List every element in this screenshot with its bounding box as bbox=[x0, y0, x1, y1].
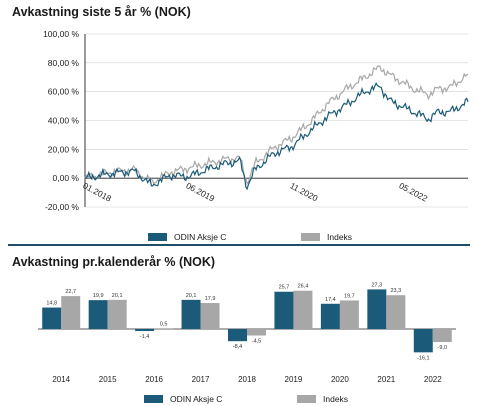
bar-index-2021 bbox=[386, 295, 406, 329]
data-label: 19,9 bbox=[93, 293, 104, 299]
bar-index-2019 bbox=[293, 290, 313, 329]
bar-index-2018 bbox=[247, 329, 266, 336]
legend-label-fund: ODIN Aksje C bbox=[174, 232, 227, 242]
data-label: -1,4 bbox=[140, 334, 149, 340]
data-label: 17,9 bbox=[205, 296, 216, 302]
legend-swatch-fund bbox=[148, 233, 167, 241]
data-label: 23,3 bbox=[390, 288, 401, 294]
y-tick-label: 0,00 % bbox=[53, 173, 80, 183]
bar-fund-2019 bbox=[274, 291, 294, 329]
y-tick-label: 20,00 % bbox=[48, 144, 80, 154]
data-label: 14,8 bbox=[46, 301, 57, 307]
x-category-label: 2015 bbox=[99, 375, 117, 384]
bar-index-2022 bbox=[432, 329, 452, 343]
data-label: -16,1 bbox=[417, 355, 430, 361]
chart1-title: Avkastning siste 5 år % (NOK) bbox=[12, 5, 191, 19]
series-line-fund bbox=[84, 82, 469, 191]
y-tick-label: 100,00 % bbox=[43, 29, 79, 39]
data-label: 20,1 bbox=[186, 293, 197, 299]
x-category-label: 2021 bbox=[377, 375, 395, 384]
bar-fund-2014 bbox=[42, 307, 62, 329]
data-label: 20,1 bbox=[112, 293, 123, 299]
legend2-item-fund: ODIN Aksje C bbox=[144, 394, 222, 404]
data-label: -9,0 bbox=[438, 345, 447, 351]
data-label: 25,7 bbox=[279, 285, 290, 291]
line-chart: 100,00 % 80,00 % 60,00 % 40,00 % 20,00 % 0,00… bbox=[43, 29, 469, 212]
x-category-label: 2019 bbox=[285, 375, 303, 384]
series-line-index bbox=[84, 65, 469, 185]
bar-fund-2021 bbox=[367, 289, 387, 329]
bar-index-2016 bbox=[154, 328, 174, 330]
x-category-label: 2022 bbox=[424, 375, 442, 384]
data-label: 0,5 bbox=[160, 321, 168, 327]
data-label: 27,3 bbox=[371, 282, 382, 288]
bar-index-2014 bbox=[61, 296, 81, 329]
section-divider bbox=[8, 244, 470, 246]
x-category-label: 2014 bbox=[52, 375, 70, 384]
bar-index-2020 bbox=[339, 300, 359, 329]
legend-label-index: Indeks bbox=[327, 232, 353, 242]
bar-fund-2018 bbox=[228, 329, 247, 342]
data-label: 17,4 bbox=[325, 297, 336, 303]
chart2-title: Avkastning pr.kalenderår % (NOK) bbox=[12, 255, 216, 269]
bar-fund-2020 bbox=[320, 303, 340, 329]
legend-swatch-index bbox=[301, 233, 320, 241]
data-label: -4,5 bbox=[252, 339, 261, 345]
x-category-label: 2017 bbox=[192, 375, 210, 384]
legend-item-fund: ODIN Aksje C bbox=[148, 232, 226, 242]
data-label: 26,4 bbox=[298, 284, 309, 290]
legend2-label-index: Indeks bbox=[323, 394, 349, 404]
y-tick-label: -20,00 % bbox=[45, 202, 79, 212]
y-tick-label: 80,00 % bbox=[48, 58, 80, 68]
x-category-label: 2016 bbox=[145, 375, 163, 384]
data-label: -8,4 bbox=[233, 344, 242, 350]
bar-fund-2015 bbox=[88, 300, 108, 329]
legend-item-index: Indeks bbox=[301, 232, 352, 242]
legend2-item-index: Indeks bbox=[297, 394, 348, 404]
y-tick-label: 40,00 % bbox=[48, 116, 80, 126]
y-tick-label: 60,00 % bbox=[48, 87, 80, 97]
bar-index-2017 bbox=[200, 303, 220, 329]
bar-fund-2016 bbox=[135, 329, 155, 332]
legend2-swatch-fund bbox=[144, 395, 163, 403]
x-category-label: 2018 bbox=[238, 375, 256, 384]
bar-index-2015 bbox=[107, 299, 127, 329]
bar-fund-2017 bbox=[181, 299, 201, 329]
data-label: 19,7 bbox=[344, 293, 355, 299]
data-label: 22,7 bbox=[65, 289, 76, 295]
legend2-label-fund: ODIN Aksje C bbox=[170, 394, 223, 404]
bar-fund-2022 bbox=[413, 329, 433, 353]
legend2-swatch-index bbox=[297, 395, 316, 403]
x-category-label: 2020 bbox=[331, 375, 349, 384]
